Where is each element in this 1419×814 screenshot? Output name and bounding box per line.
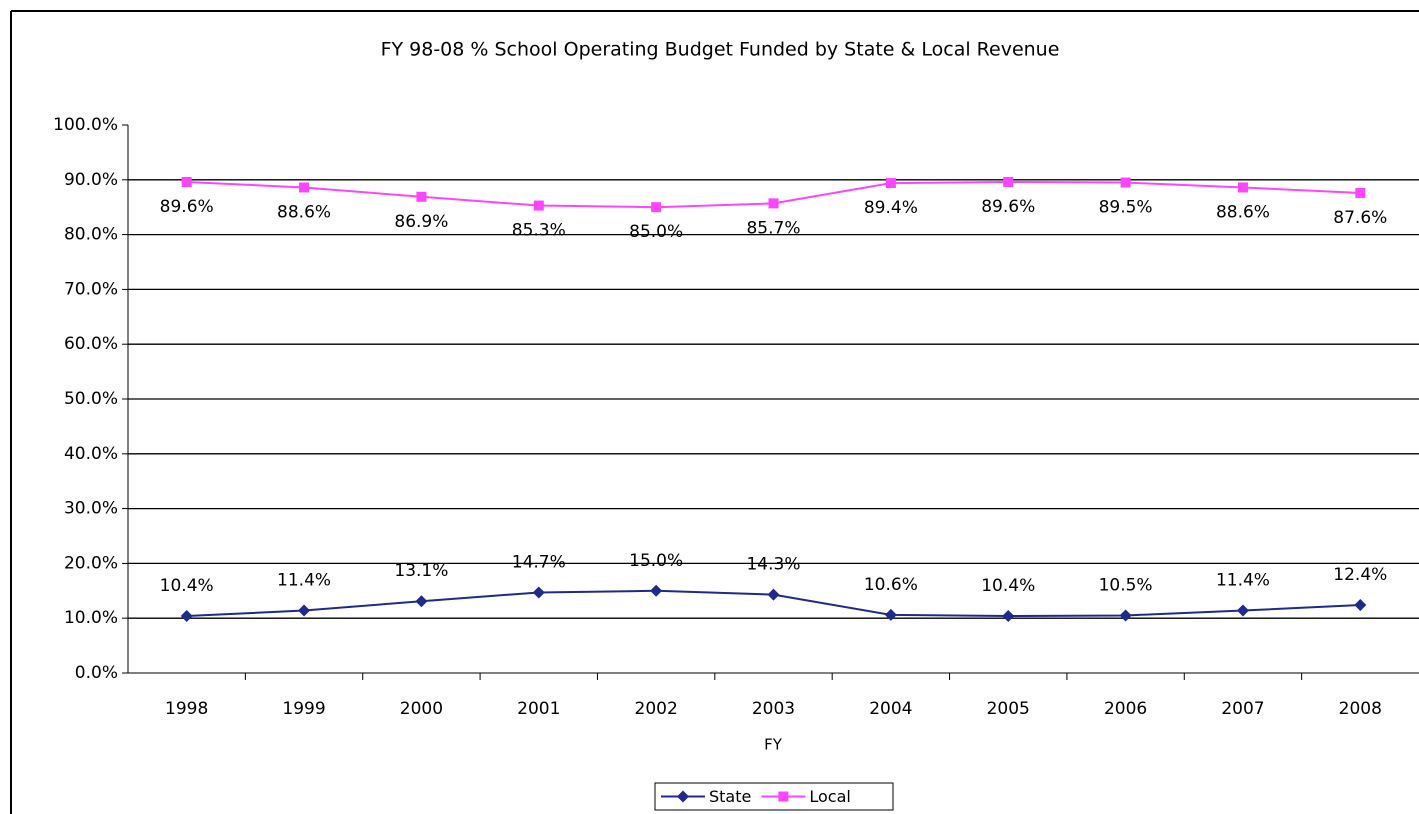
x-tick-label: 2006 — [1104, 699, 1147, 719]
marker — [532, 586, 545, 599]
x-tick-label: 2008 — [1339, 699, 1382, 719]
marker — [677, 790, 689, 803]
marker — [180, 610, 193, 623]
marker — [1236, 604, 1249, 617]
y-tick-label: 90.0% — [64, 170, 118, 190]
data-label: 85.7% — [746, 218, 800, 238]
x-tick-label: 2004 — [869, 699, 912, 719]
marker — [1119, 609, 1132, 622]
y-tick-label: 30.0% — [64, 499, 118, 519]
data-label: 12.4% — [1333, 565, 1387, 585]
data-label: 88.6% — [1216, 202, 1270, 222]
data-label: 89.6% — [981, 197, 1035, 217]
y-tick-label: 20.0% — [64, 553, 118, 573]
x-axis-label: FY — [764, 736, 783, 754]
marker — [298, 604, 311, 617]
y-tick-label: 50.0% — [64, 389, 118, 409]
y-tick-label: 100.0% — [53, 115, 118, 135]
data-label: 10.6% — [864, 575, 918, 595]
y-tick-label: 40.0% — [64, 444, 118, 464]
marker — [299, 182, 310, 193]
marker — [416, 191, 427, 202]
data-label: 11.4% — [1216, 571, 1270, 591]
data-label: 89.4% — [864, 198, 918, 218]
marker — [1237, 182, 1248, 193]
data-label: 15.0% — [629, 551, 683, 571]
marker — [884, 608, 897, 621]
x-tick-label: 2000 — [400, 699, 443, 719]
data-label: 14.7% — [512, 552, 566, 572]
legend-label: Local — [809, 787, 850, 806]
data-label: 10.4% — [981, 576, 1035, 596]
data-label: 10.4% — [160, 576, 214, 596]
marker — [651, 202, 662, 213]
marker — [1120, 177, 1131, 188]
data-label: 13.1% — [394, 561, 448, 581]
data-label: 88.6% — [277, 202, 331, 222]
marker — [415, 595, 428, 608]
data-label: 85.0% — [629, 222, 683, 242]
marker — [533, 200, 544, 211]
y-tick-label: 60.0% — [64, 334, 118, 354]
data-label: 87.6% — [1333, 208, 1387, 228]
x-tick-label: 2005 — [987, 699, 1030, 719]
x-tick-label: 1998 — [165, 699, 208, 719]
x-tick-label: 2002 — [635, 699, 678, 719]
marker — [181, 176, 192, 187]
x-tick-label: 2003 — [752, 699, 795, 719]
data-label: 14.3% — [746, 555, 800, 575]
data-label: 11.4% — [277, 571, 331, 591]
y-tick-label: 70.0% — [64, 279, 118, 299]
legend: State Local — [654, 782, 894, 811]
marker — [885, 178, 896, 189]
chart-title: FY 98-08 % School Operating Budget Funde… — [381, 39, 1060, 61]
marker — [767, 588, 780, 601]
marker — [650, 584, 663, 597]
marker — [1003, 176, 1014, 187]
y-tick-label: 0.0% — [75, 663, 118, 683]
legend-label: State — [709, 787, 751, 806]
marker — [1354, 599, 1367, 612]
data-label: 89.6% — [160, 197, 214, 217]
marker — [778, 791, 789, 802]
x-tick-label: 2001 — [517, 699, 560, 719]
y-tick-label: 80.0% — [64, 225, 118, 245]
data-label: 89.5% — [1099, 198, 1153, 218]
data-label: 85.3% — [512, 221, 566, 241]
y-tick-label: 10.0% — [64, 608, 118, 628]
marker — [768, 198, 779, 209]
x-tick-label: 2007 — [1221, 699, 1264, 719]
marker — [1002, 610, 1015, 623]
x-tick-label: 1999 — [282, 699, 325, 719]
data-label: 86.9% — [394, 212, 448, 232]
data-label: 10.5% — [1099, 575, 1153, 595]
marker — [1355, 187, 1366, 198]
